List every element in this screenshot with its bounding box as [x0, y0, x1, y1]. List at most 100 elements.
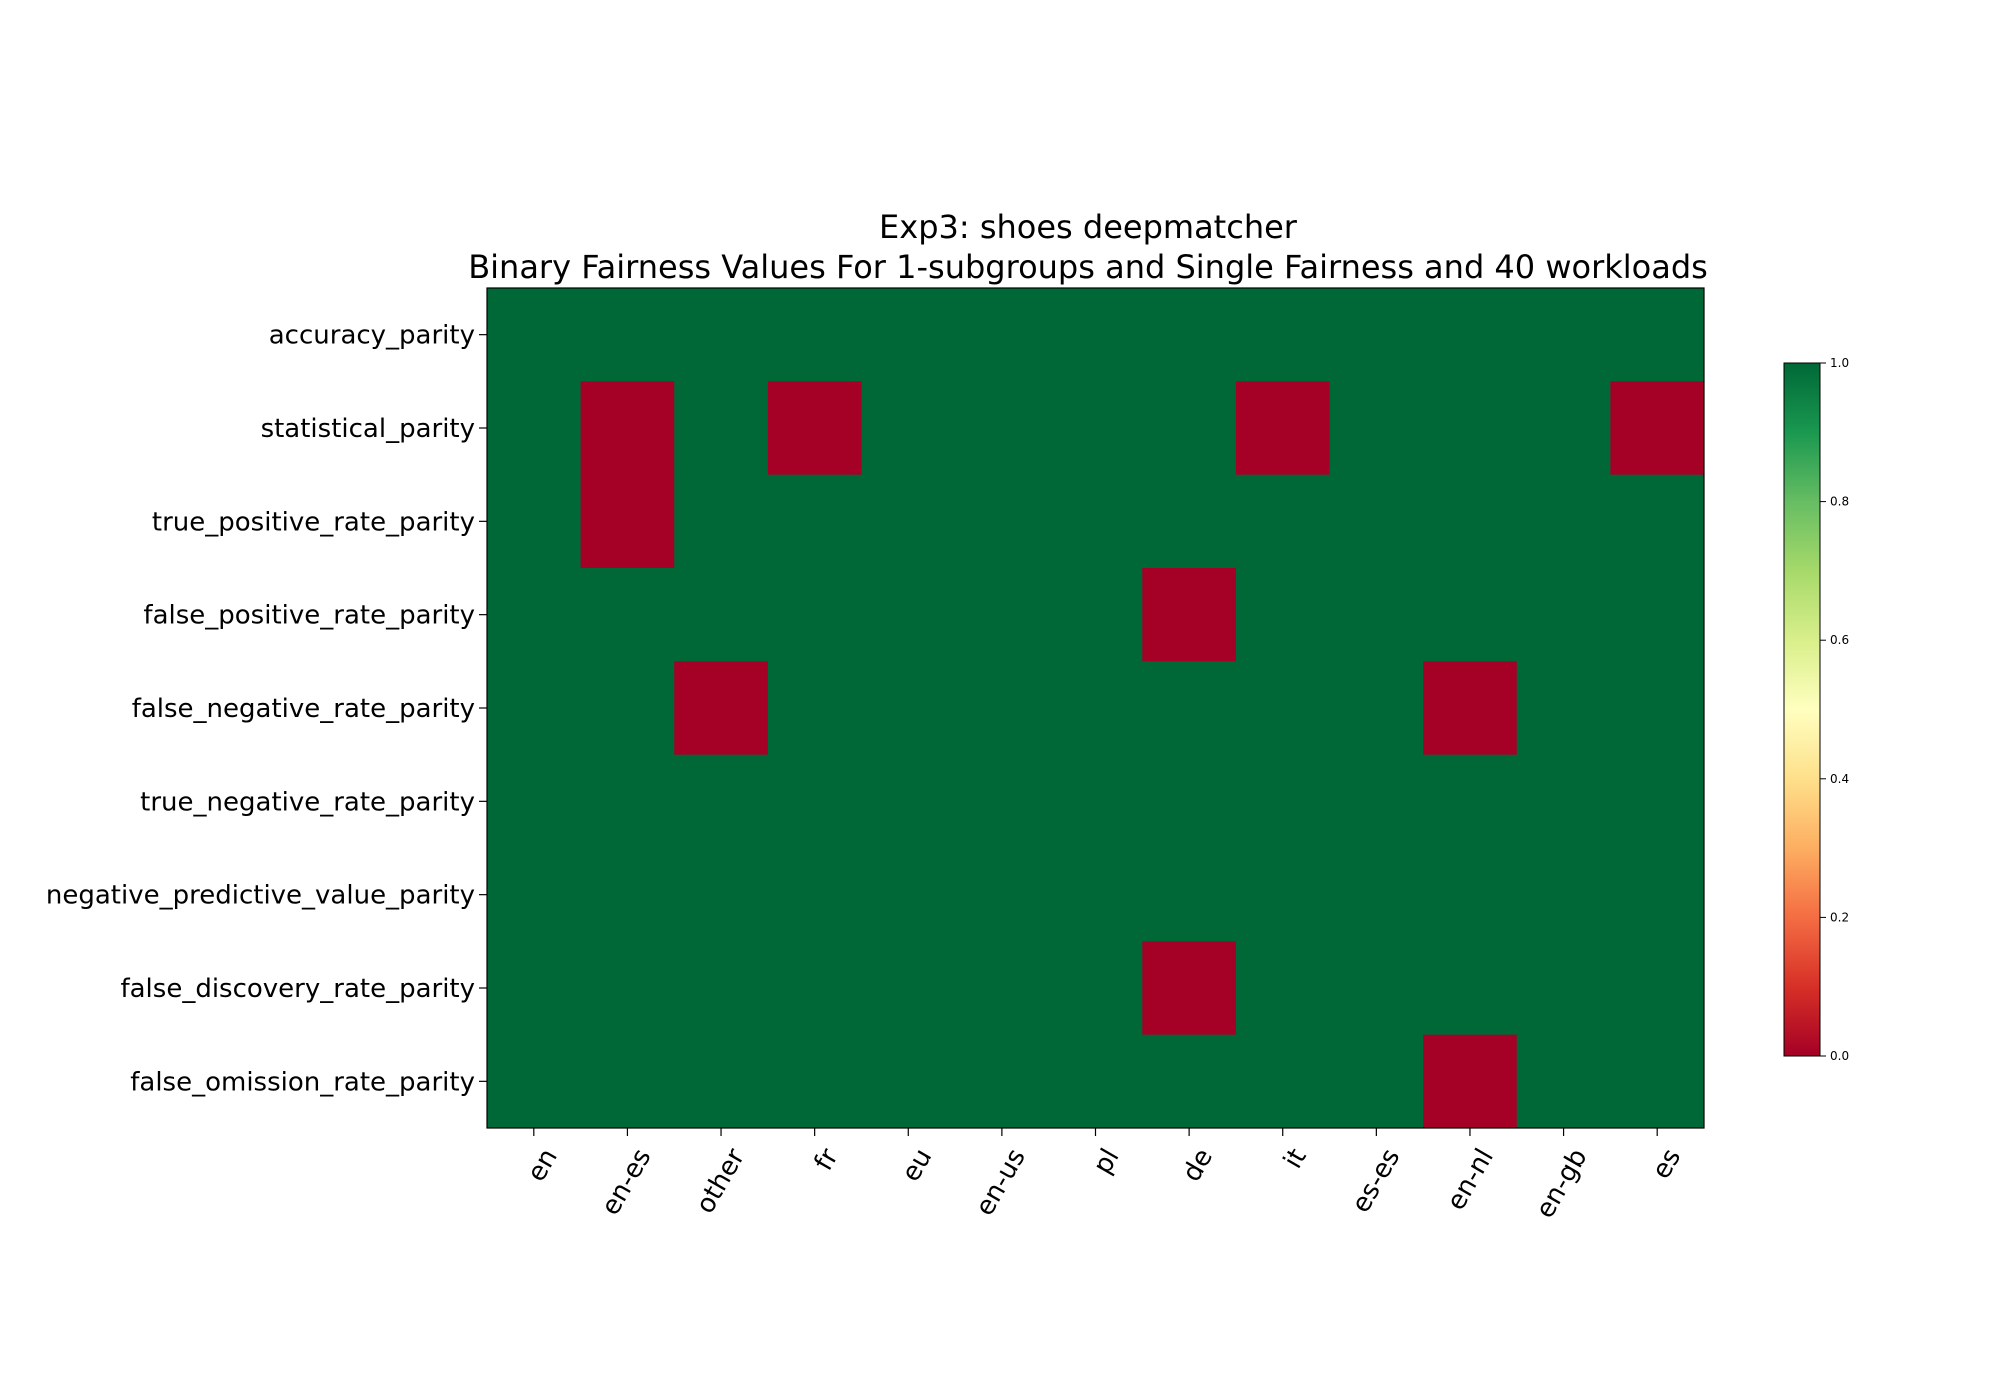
- colorbar-tick-label: 0.0: [1830, 1049, 1849, 1063]
- heatmap-cell: [674, 754, 769, 849]
- heatmap-cell: [1142, 661, 1237, 756]
- heatmap-cell: [861, 568, 956, 662]
- heatmap-cell: [1610, 474, 1705, 569]
- x-tick-label: de: [1177, 1144, 1219, 1187]
- heatmap-cell: [1235, 568, 1331, 662]
- heatmap-cell: [487, 474, 582, 569]
- heatmap-cell: [1423, 754, 1518, 849]
- heatmap-cell: [580, 288, 675, 382]
- y-tick-label: accuracy_parity: [269, 321, 475, 351]
- y-tick-label: statistical_parity: [261, 414, 475, 444]
- heatmap-cell: [1516, 474, 1611, 569]
- heatmap-cell: [1048, 381, 1143, 476]
- heatmap-cell: [955, 474, 1050, 569]
- heatmap-cell: [674, 661, 769, 756]
- heatmap-cell: [767, 754, 862, 849]
- heatmap-cell: [674, 568, 769, 662]
- x-tick-label: es-es: [1346, 1144, 1406, 1218]
- heatmap-cell: [1423, 1034, 1518, 1129]
- heatmap-cell: [580, 1034, 675, 1129]
- heatmap-cell: [1516, 754, 1611, 849]
- heatmap-cell: [1516, 381, 1611, 476]
- heatmap-cell: [487, 381, 582, 476]
- heatmap-cells: [487, 288, 1705, 1129]
- heatmap-cell: [767, 941, 862, 1036]
- colorbar-tick-label: 0.4: [1830, 772, 1849, 786]
- heatmap-cell: [861, 661, 956, 756]
- x-tick-label: pl: [1088, 1144, 1126, 1180]
- heatmap-cell: [955, 381, 1050, 476]
- heatmap-cell: [1610, 848, 1705, 942]
- heatmap-cell: [1142, 568, 1237, 662]
- heatmap-cell: [1142, 941, 1237, 1036]
- heatmap-cell: [487, 754, 582, 849]
- x-tick-label: eu: [896, 1144, 938, 1187]
- heatmap-cell: [767, 568, 862, 662]
- heatmap-cell: [1235, 288, 1331, 382]
- heatmap-cell: [1516, 848, 1611, 942]
- heatmap-cell: [1516, 288, 1611, 382]
- heatmap-cell: [861, 754, 956, 849]
- heatmap-cell: [1610, 381, 1705, 476]
- heatmap-cell: [1423, 661, 1518, 756]
- heatmap-cell: [1610, 754, 1705, 849]
- heatmap-cell: [767, 661, 862, 756]
- chart-subtitle: Binary Fairness Values For 1-subgroups a…: [468, 248, 1708, 286]
- colorbar-tick-label: 0.6: [1830, 633, 1849, 647]
- heatmap-cell: [580, 381, 675, 476]
- heatmap-cell: [580, 848, 675, 942]
- heatmap-cell: [1423, 288, 1518, 382]
- heatmap-cell: [487, 288, 582, 382]
- heatmap-cell: [861, 381, 956, 476]
- chart-title: Exp3: shoes deepmatcher: [879, 208, 1298, 246]
- heatmap-cell: [580, 754, 675, 849]
- heatmap-cell: [580, 474, 675, 569]
- heatmap-cell: [487, 941, 582, 1036]
- heatmap-cell: [1610, 288, 1705, 382]
- heatmap-cell: [1235, 754, 1331, 849]
- heatmap-cell: [861, 474, 956, 569]
- heatmap-cell: [955, 848, 1050, 942]
- heatmap-cell: [1235, 1034, 1331, 1129]
- heatmap-cell: [1329, 661, 1424, 756]
- heatmap-cell: [1142, 288, 1237, 382]
- colorbar: 0.0 0.2 0.4 0.6 0.8 1.0: [1783, 356, 1849, 1063]
- heatmap-cell: [1048, 661, 1143, 756]
- heatmap-cell: [1423, 848, 1518, 942]
- y-tick-label: false_positive_rate_parity: [143, 601, 475, 631]
- heatmap-cell: [767, 1034, 862, 1129]
- heatmap-cell: [1329, 381, 1424, 476]
- heatmap-cell: [1142, 754, 1237, 849]
- x-tick-label: en-nl: [1441, 1144, 1500, 1216]
- heatmap-cell: [1610, 661, 1705, 756]
- heatmap-cell: [1329, 941, 1424, 1036]
- heatmap-cell: [1516, 941, 1611, 1036]
- colorbar-gradient: [1783, 362, 1821, 1057]
- heatmap-cell: [861, 1034, 956, 1129]
- heatmap-cell: [487, 661, 582, 756]
- heatmap-cell: [674, 848, 769, 942]
- heatmap-cell: [1610, 941, 1705, 1036]
- heatmap-cell: [1329, 568, 1424, 662]
- heatmap-cell: [487, 848, 582, 942]
- heatmap-cell: [1235, 848, 1331, 942]
- heatmap-cell: [767, 288, 862, 382]
- heatmap-cell: [955, 288, 1050, 382]
- heatmap-cell: [767, 474, 862, 569]
- x-tick-label: en: [522, 1144, 564, 1187]
- heatmap-cell: [1048, 1034, 1143, 1129]
- heatmap-cell: [1516, 1034, 1611, 1129]
- heatmap-cell: [1048, 848, 1143, 942]
- heatmap-cell: [1423, 941, 1518, 1036]
- y-axis: accuracy_parity statistical_parity true_po…: [46, 321, 487, 1097]
- heatmap-cell: [1329, 848, 1424, 942]
- heatmap-cell: [674, 288, 769, 382]
- heatmap-cell: [767, 848, 862, 942]
- heatmap-cell: [1423, 381, 1518, 476]
- heatmap-cell: [674, 1034, 769, 1129]
- heatmap-cell: [674, 941, 769, 1036]
- heatmap-cell: [1329, 754, 1424, 849]
- heatmap-cell: [1610, 1034, 1705, 1129]
- x-tick-label: fr: [809, 1143, 845, 1175]
- x-tick-label: en-es: [596, 1144, 658, 1221]
